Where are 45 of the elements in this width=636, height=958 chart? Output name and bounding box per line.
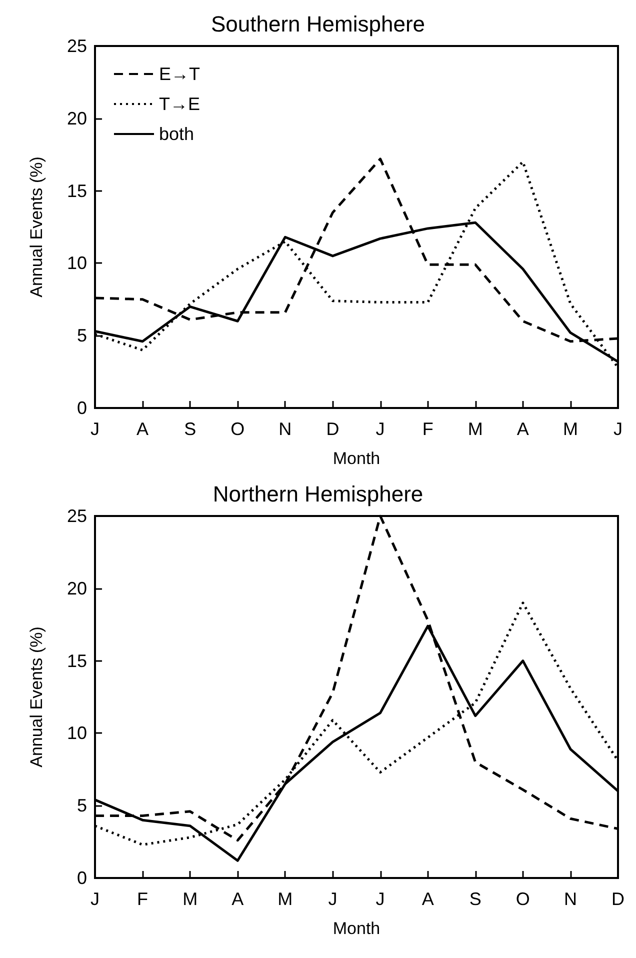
x-tick-label: N [278,419,292,439]
x-tick-label: M [182,889,198,909]
x-tick-label: F [422,419,434,439]
x-tick-label: O [516,889,530,909]
y-tick-label: 25 [66,506,87,526]
y-tick-label: 25 [66,36,87,56]
y-tick-label: 20 [66,108,87,128]
y-tick-label: 5 [76,326,87,346]
x-tick-label: S [184,419,196,439]
y-tick-label: 5 [76,796,87,816]
x-tick-label: J [614,419,622,439]
legend-label: T→E [159,94,200,114]
x-axis-title: Month [332,919,380,938]
y-tick-label: 0 [76,398,87,418]
x-tick-label: M [562,419,578,439]
x-axis-title: Month [332,449,380,468]
chart-title: Southern Hemisphere [210,12,426,36]
x-tick-label: J [90,419,100,439]
x-tick-label: J [90,889,100,909]
x-tick-label: N [564,889,577,909]
x-tick-label: A [422,889,434,909]
x-tick-label: J [328,889,338,909]
x-tick-label: D [326,419,340,439]
y-tick-label: 0 [76,868,87,888]
y-axis-title: Annual Events (%) [27,626,46,768]
x-tick-label: A [232,889,244,909]
x-tick-label: J [376,419,385,439]
legend-label: both [159,124,194,144]
x-tick-label: D [612,889,624,909]
x-tick-label: O [230,419,245,439]
chart-title: Northern Hemisphere [212,482,424,506]
y-tick-label: 15 [66,650,87,671]
x-tick-label: A [136,419,149,439]
x-tick-label: A [516,419,529,439]
x-tick-label: S [469,889,482,909]
x-tick-label: M [468,419,483,439]
x-tick-label: F [137,889,148,909]
legend-label: E→T [159,64,200,84]
y-tick-label: 10 [66,253,87,274]
x-tick-label: M [278,889,293,909]
x-tick-label: J [376,889,385,909]
y-tick-label: 15 [66,180,87,201]
y-tick-label: 10 [66,723,87,744]
y-tick-label: 20 [66,578,87,598]
y-axis-title: Annual Events (%) [27,156,46,298]
